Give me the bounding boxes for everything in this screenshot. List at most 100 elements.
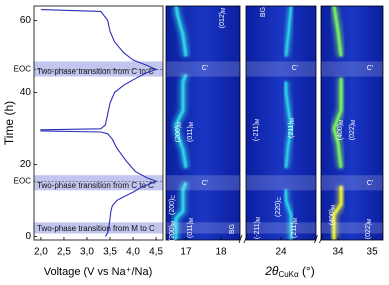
peak-label-text: (012)	[219, 12, 226, 28]
x-tick-label: 18	[215, 247, 227, 258]
peak-label-sub: M	[290, 118, 296, 122]
transition-band	[34, 175, 163, 191]
peak-label-text: (200)	[169, 199, 176, 215]
peak-label-text: (200)	[169, 225, 176, 241]
peak-label: (220)C	[275, 197, 283, 217]
peak-label-text: (400)	[329, 209, 336, 225]
x-axis-title: Voltage (V vs Na⁺/Na)	[44, 266, 153, 278]
peak-label: C'	[292, 65, 298, 72]
peak-label-sub: M	[221, 8, 227, 12]
peak-label-sub: M	[367, 219, 373, 223]
x-axis-title-2theta: 2θCuKα (°)	[264, 264, 315, 279]
y-tick-label: 0	[25, 231, 31, 242]
transition-band-overlay	[246, 175, 316, 191]
peak-label-text: (-211)	[254, 221, 261, 239]
peak-label-sub: M	[189, 218, 195, 222]
peak-label-sub: M	[189, 122, 195, 126]
y-tick-label: 60	[20, 15, 32, 26]
peak-label: (-211)M	[253, 119, 261, 141]
panel-frame	[320, 5, 384, 241]
band-label: Two-phase transition from M to C	[37, 224, 155, 233]
peak-label-sub: M	[256, 217, 262, 221]
axis-break	[243, 234, 248, 244]
intensity-streak-core	[332, 186, 343, 240]
peak-label: C'	[367, 180, 373, 187]
peak-label-sub: C	[171, 195, 177, 199]
y-tick-label: 40	[20, 87, 32, 98]
peak-label-text: C'	[202, 65, 208, 72]
peak-label: C'	[202, 180, 208, 187]
peak-label-sub: C	[277, 197, 283, 201]
transition-band-overlay	[166, 222, 240, 234]
peak-label: (400)M	[337, 120, 345, 141]
peak-label: (-211)M	[254, 217, 262, 239]
peak-label: BG	[229, 224, 236, 234]
peak-label-sub: M	[177, 122, 183, 126]
peak-label-text: (022)	[349, 124, 356, 140]
peak-label: (200)C	[169, 195, 177, 215]
peak-label-text: C'	[292, 65, 298, 72]
x-tick-label: 3,0	[80, 247, 94, 258]
axis-break	[314, 234, 318, 244]
peak-label: (200)M	[175, 122, 183, 143]
x-tick-label: 17	[180, 247, 192, 258]
axis-title-part: (°)	[299, 264, 315, 278]
peak-label-text: C'	[367, 180, 373, 187]
x-tick-label: 35	[367, 247, 379, 258]
peak-label-text: (011)	[187, 126, 194, 142]
y-tick-label: 20	[20, 159, 32, 170]
peak-label: (400)M	[329, 205, 337, 226]
peak-label: (011)M	[187, 122, 195, 142]
transition-band-overlay	[166, 175, 240, 191]
intensity-streak-core	[332, 78, 343, 169]
intensity-streak-core	[284, 189, 293, 240]
intensity-streak-core	[284, 81, 293, 169]
peak-label: (012)M	[219, 8, 227, 29]
x-tick-label: 24	[275, 247, 287, 258]
peak-label-text: BG	[260, 7, 267, 17]
heatmap-streaks	[329, 6, 369, 240]
x-tick-label: 4,5	[149, 247, 163, 258]
peak-label-text: BG	[229, 224, 236, 234]
peak-label-text: C'	[367, 65, 373, 72]
plot-frame	[33, 5, 164, 241]
peak-label-text: (220)	[275, 201, 282, 217]
voltage-curve	[40, 9, 158, 237]
x-tick-label: 4,0	[126, 247, 140, 258]
peak-label-text: (-211)	[253, 123, 260, 141]
peak-label-text: (200)	[175, 126, 182, 142]
heatmap-streaks	[255, 6, 301, 240]
peak-label-text: (211)	[288, 122, 295, 138]
transition-band	[34, 61, 163, 77]
x-tick-label: 2,5	[57, 247, 71, 258]
transition-band	[34, 222, 163, 234]
peak-label: BG	[260, 7, 267, 17]
x-tick-label: 2,0	[34, 247, 48, 258]
peak-label-sub: M	[293, 218, 299, 222]
peak-label: (211)M	[288, 118, 296, 138]
peak-label-sub: M	[255, 119, 261, 123]
peak-label-sub: M	[171, 221, 177, 225]
intensity-streak-core	[174, 73, 188, 169]
peak-label: (211)M	[291, 218, 299, 238]
transition-band-overlay	[321, 175, 383, 191]
eoc-label: EOC	[14, 176, 32, 185]
transition-band-overlay	[246, 222, 316, 234]
peak-label-sub: M	[331, 205, 337, 209]
intensity-streak-core	[284, 6, 293, 57]
peak-label-text: C'	[202, 180, 208, 187]
intensity-streak-core	[174, 181, 188, 240]
heatmap-background	[321, 6, 383, 240]
peak-label: C'	[367, 65, 373, 72]
heatmap-streaks	[171, 6, 222, 240]
axis-title-part: 2θ	[264, 264, 279, 278]
intensity-streak-core	[332, 6, 343, 57]
band-label: Two-phase transition from C to C'	[37, 67, 156, 76]
transition-band-overlay	[166, 61, 240, 77]
peak-label: (011)M	[187, 218, 195, 238]
axis-break	[238, 234, 243, 244]
axis-title-sub: CuKα	[278, 270, 299, 279]
band-label: Two-phase transition from C to C'	[37, 181, 156, 190]
eoc-label: EOC	[14, 64, 32, 73]
